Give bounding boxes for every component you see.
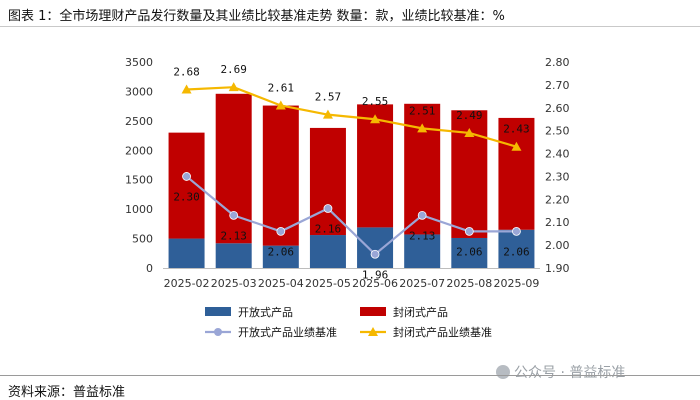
bar-open-2025-04 [262, 245, 299, 268]
data-label-封闭式产品业绩基准-2025-09: 2.43 [503, 123, 530, 136]
bar-open-2025-02 [168, 238, 205, 268]
bar-open-2025-07 [404, 234, 441, 268]
y-right-tick: 2.20 [545, 193, 570, 206]
x-tick-2025-03: 2025-03 [211, 277, 257, 290]
point-开放式产品业绩基准-2025-06 [370, 249, 380, 259]
y-right-tick: 2.80 [545, 56, 570, 69]
watermark-text: 公众号 · 普益标准 [514, 365, 626, 381]
y-right-tick: 1.90 [545, 262, 570, 275]
y-right-tick: 2.50 [545, 125, 570, 138]
y-right-tick: 2.00 [545, 239, 570, 252]
data-label-封闭式产品业绩基准-2025-05: 2.57 [315, 91, 342, 104]
y-left-tick: 2000 [125, 144, 153, 157]
x-tick-2025-06: 2025-06 [352, 277, 398, 290]
x-tick-2025-09: 2025-09 [493, 277, 539, 290]
legend-label-封闭式产品: 封闭式产品 [393, 305, 448, 319]
x-tick-2025-07: 2025-07 [399, 277, 445, 290]
data-label-开放式产品业绩基准-2025-04: 2.06 [268, 245, 295, 258]
data-label-开放式产品业绩基准-2025-09: 2.06 [503, 245, 530, 258]
watermark: 公众号 · 普益标准 [496, 362, 625, 382]
point-开放式产品业绩基准-2025-04 [276, 226, 286, 236]
point-开放式产品业绩基准-2025-02 [182, 172, 191, 181]
y-left-tick: 0 [146, 262, 153, 275]
point-封闭式产品业绩基准-2025-02 [181, 84, 192, 94]
bar-closed-2025-03 [215, 93, 252, 244]
y-right-tick: 2.10 [545, 216, 570, 229]
bar-open-2025-06 [357, 227, 394, 268]
data-label-封闭式产品业绩基准-2025-04: 2.61 [268, 81, 295, 94]
legend-label-封闭式产品业绩基准: 封闭式产品业绩基准 [393, 325, 492, 339]
title-bar: 图表 1：全市场理财产品发行数量及其业绩比较基准走势 数量：款，业绩比较基准：% [0, 0, 700, 26]
data-label-开放式产品业绩基准-2025-02: 2.30 [173, 190, 200, 203]
legend-swatch-开放式产品 [205, 307, 231, 316]
line-开放式产品业绩基准 [185, 175, 517, 256]
bar-closed-2025-05 [309, 127, 346, 236]
data-label-开放式产品业绩基准-2025-05: 2.16 [315, 222, 342, 235]
footer-divider [0, 375, 700, 376]
source-note: 资料来源：普益标准 [8, 385, 126, 400]
legend-swatch-封闭式产品 [360, 307, 386, 316]
data-label-封闭式产品业绩基准-2025-08: 2.49 [456, 109, 483, 122]
data-label-封闭式产品业绩基准-2025-03: 2.69 [220, 63, 247, 76]
point-开放式产品业绩基准-2025-09 [512, 226, 521, 236]
point-开放式产品业绩基准-2025-08 [464, 226, 474, 236]
y-right-tick: 2.60 [545, 102, 570, 115]
y-left-tick: 500 [132, 233, 153, 246]
y-left-tick: 2500 [125, 115, 153, 128]
wechat-icon [496, 365, 510, 379]
data-label-开放式产品业绩基准-2025-06: 1.96 [362, 268, 389, 281]
y-left-tick: 3500 [125, 56, 153, 69]
x-tick-2025-08: 2025-08 [446, 277, 492, 290]
title-divider [0, 26, 700, 27]
y-right-tick: 2.40 [545, 148, 570, 161]
point-开放式产品业绩基准-2025-07 [417, 210, 427, 220]
data-label-开放式产品业绩基准-2025-08: 2.06 [456, 245, 483, 258]
data-label-封闭式产品业绩基准-2025-02: 2.68 [173, 65, 200, 78]
legend-label-开放式产品业绩基准: 开放式产品业绩基准 [238, 325, 337, 339]
x-tick-2025-04: 2025-04 [258, 277, 304, 290]
bar-closed-2025-06 [357, 104, 394, 228]
chart-title: 图表 1：全市场理财产品发行数量及其业绩比较基准走势 数量：款，业绩比较基准：% [8, 9, 505, 24]
data-label-开放式产品业绩基准-2025-03: 2.13 [220, 229, 247, 242]
x-tick-2025-02: 2025-02 [164, 277, 210, 290]
point-封闭式产品业绩基准-2025-03 [228, 82, 239, 92]
legend-marker-开放式产品业绩基准 [214, 328, 222, 336]
bar-open-2025-08 [451, 237, 488, 268]
data-label-开放式产品业绩基准-2025-07: 2.13 [409, 229, 436, 242]
x-tick-2025-05: 2025-05 [305, 277, 351, 290]
legend-label-开放式产品: 开放式产品 [238, 305, 293, 319]
legend-marker-封闭式产品业绩基准 [368, 327, 378, 336]
point-封闭式产品业绩基准-2025-08 [464, 127, 475, 137]
point-封闭式产品业绩基准-2025-06 [370, 114, 381, 124]
y-left-tick: 1500 [125, 174, 153, 187]
data-label-封闭式产品业绩基准-2025-06: 2.55 [362, 95, 389, 108]
y-right-tick: 2.70 [545, 79, 570, 92]
bar-open-2025-09 [498, 229, 535, 268]
y-left-tick: 3000 [125, 85, 153, 98]
y-left-tick: 1000 [125, 203, 153, 216]
data-label-封闭式产品业绩基准-2025-07: 2.51 [409, 104, 436, 117]
bar-closed-2025-04 [262, 105, 299, 246]
bar-open-2025-05 [309, 235, 346, 268]
axes: 0 500 1000 1500 2000 2500 3000 3500 1.90 2.00 2.10… [125, 56, 570, 290]
point-开放式产品业绩基准-2025-03 [229, 210, 239, 220]
point-封闭式产品业绩基准-2025-04 [275, 100, 286, 110]
point-封闭式产品业绩基准-2025-09 [511, 141, 522, 151]
point-开放式产品业绩基准-2025-05 [323, 204, 333, 213]
bar-closed-2025-09 [498, 117, 535, 230]
line-封闭式产品业绩基准 [186, 86, 517, 148]
bar-open-2025-03 [215, 243, 252, 268]
plot-area: 2.68 2.69 2.61 2.57 2.55 2.51 2.49 2.43 2.30 2.13… [168, 63, 535, 281]
y-right-tick: 2.30 [545, 170, 570, 183]
point-封闭式产品业绩基准-2025-05 [322, 109, 333, 119]
point-封闭式产品业绩基准-2025-07 [417, 123, 428, 133]
